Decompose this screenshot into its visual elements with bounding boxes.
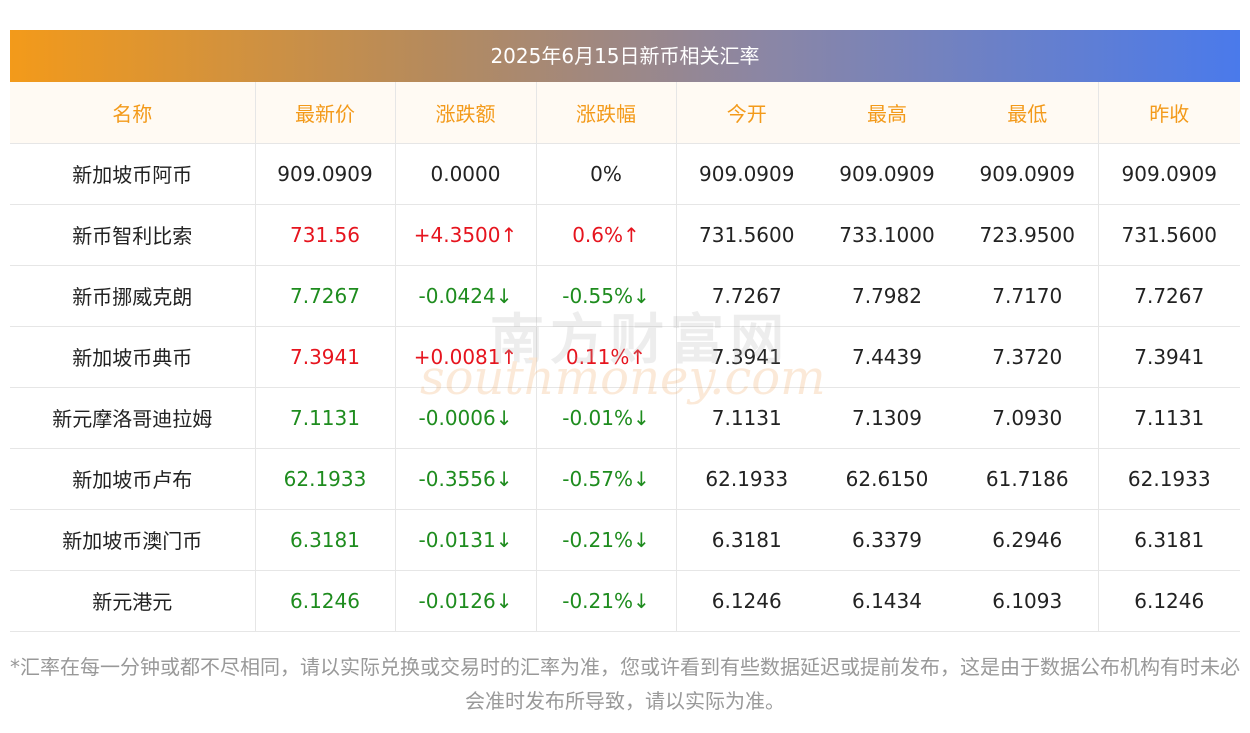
prev-close: 62.1933 — [1098, 448, 1240, 510]
change-percent: 0.6%↑ — [536, 204, 677, 266]
currency-pair-name: 新加坡币澳门币 — [10, 509, 256, 571]
currency-pair-name: 新币智利比索 — [10, 204, 256, 266]
table-row: 新元摩洛哥迪拉姆 7.1131 -0.0006↓ -0.01%↓ 7.1131 7.130… — [10, 387, 1240, 449]
low-price: 909.0909 — [957, 143, 1099, 205]
low-price: 61.7186 — [957, 448, 1099, 510]
header-row: 名称 最新价 涨跌额 涨跌幅 今开 最高 最低 昨收 — [10, 82, 1240, 144]
latest-price: 731.56 — [255, 204, 396, 266]
latest-price: 7.3941 — [255, 326, 396, 388]
high-price: 6.3379 — [817, 509, 957, 571]
change-percent: -0.57%↓ — [536, 448, 677, 510]
column-header-open: 今开 — [676, 82, 817, 144]
latest-price: 7.7267 — [255, 265, 396, 327]
change-amount: -0.3556↓ — [395, 448, 537, 510]
latest-price: 909.0909 — [255, 143, 396, 205]
change-amount: -0.0131↓ — [395, 509, 537, 571]
change-amount: -0.0424↓ — [395, 265, 537, 327]
change-percent: 0% — [536, 143, 677, 205]
column-header-name: 名称 — [10, 82, 256, 144]
prev-close: 731.5600 — [1098, 204, 1240, 266]
latest-price: 6.1246 — [255, 570, 396, 632]
prev-close: 6.3181 — [1098, 509, 1240, 571]
table-title: 2025年6月15日新币相关汇率 — [10, 30, 1240, 82]
latest-price: 7.1131 — [255, 387, 396, 449]
open-price: 731.5600 — [676, 204, 817, 266]
change-amount: +4.3500↑ — [395, 204, 537, 266]
table-body: 新加坡币阿币 909.0909 0.0000 0% 909.0909 909.0909 90… — [10, 143, 1240, 632]
high-price: 6.1434 — [817, 570, 957, 632]
low-price: 7.0930 — [957, 387, 1099, 449]
table-row: 新加坡币澳门币 6.3181 -0.0131↓ -0.21%↓ 6.3181 6.3379… — [10, 509, 1240, 571]
high-price: 7.1309 — [817, 387, 957, 449]
open-price: 6.1246 — [676, 570, 817, 632]
change-amount: -0.0126↓ — [395, 570, 537, 632]
open-price: 7.1131 — [676, 387, 817, 449]
change-percent: -0.55%↓ — [536, 265, 677, 327]
column-header-prev-close: 昨收 — [1098, 82, 1240, 144]
change-amount: 0.0000 — [395, 143, 537, 205]
currency-pair-name: 新币挪威克朗 — [10, 265, 256, 327]
high-price: 62.6150 — [817, 448, 957, 510]
open-price: 6.3181 — [676, 509, 817, 571]
low-price: 723.9500 — [957, 204, 1099, 266]
currency-pair-name: 新加坡币典币 — [10, 326, 256, 388]
change-amount: +0.0081↑ — [395, 326, 537, 388]
table-row: 新加坡币典币 7.3941 +0.0081↑ 0.11%↑ 7.3941 7.4439 7.… — [10, 326, 1240, 388]
disclaimer-note: *汇率在每一分钟或都不尽相同，请以实际兑换或交易时的汇率为准，您或许看到有些数据… — [10, 655, 1240, 713]
latest-price: 6.3181 — [255, 509, 396, 571]
rates-table: 名称 最新价 涨跌额 涨跌幅 今开 最高 最低 昨收 新加坡币阿币 909.090… — [10, 82, 1240, 632]
column-header-high: 最高 — [817, 82, 957, 144]
open-price: 7.3941 — [676, 326, 817, 388]
high-price: 909.0909 — [817, 143, 957, 205]
change-percent: 0.11%↑ — [536, 326, 677, 388]
change-percent: -0.21%↓ — [536, 570, 677, 632]
currency-pair-name: 新加坡币卢布 — [10, 448, 256, 510]
low-price: 6.2946 — [957, 509, 1099, 571]
change-amount: -0.0006↓ — [395, 387, 537, 449]
prev-close: 6.1246 — [1098, 570, 1240, 632]
high-price: 7.4439 — [817, 326, 957, 388]
open-price: 7.7267 — [676, 265, 817, 327]
open-price: 909.0909 — [676, 143, 817, 205]
prev-close: 7.7267 — [1098, 265, 1240, 327]
column-header-latest: 最新价 — [255, 82, 396, 144]
low-price: 7.3720 — [957, 326, 1099, 388]
prev-close: 7.3941 — [1098, 326, 1240, 388]
high-price: 7.7982 — [817, 265, 957, 327]
prev-close: 7.1131 — [1098, 387, 1240, 449]
low-price: 6.1093 — [957, 570, 1099, 632]
table-row: 新币智利比索 731.56 +4.3500↑ 0.6%↑ 731.5600 733.100… — [10, 204, 1240, 266]
change-percent: -0.21%↓ — [536, 509, 677, 571]
prev-close: 909.0909 — [1098, 143, 1240, 205]
rates-panel: 2025年6月15日新币相关汇率 名称 最新价 涨跌额 涨跌幅 今开 最高 最低… — [10, 30, 1240, 632]
table-row: 新币挪威克朗 7.7267 -0.0424↓ -0.55%↓ 7.7267 7.7982 7… — [10, 265, 1240, 327]
table-row: 新加坡币阿币 909.0909 0.0000 0% 909.0909 909.0909 90… — [10, 143, 1240, 205]
column-header-low: 最低 — [957, 82, 1099, 144]
low-price: 7.7170 — [957, 265, 1099, 327]
column-header-change: 涨跌额 — [395, 82, 537, 144]
table-row: 新元港元 6.1246 -0.0126↓ -0.21%↓ 6.1246 6.1434 6.1… — [10, 570, 1240, 632]
currency-pair-name: 新元港元 — [10, 570, 256, 632]
column-header-change-pct: 涨跌幅 — [536, 82, 677, 144]
latest-price: 62.1933 — [255, 448, 396, 510]
currency-pair-name: 新元摩洛哥迪拉姆 — [10, 387, 256, 449]
open-price: 62.1933 — [676, 448, 817, 510]
high-price: 733.1000 — [817, 204, 957, 266]
change-percent: -0.01%↓ — [536, 387, 677, 449]
table-row: 新加坡币卢布 62.1933 -0.3556↓ -0.57%↓ 62.1933 62.61… — [10, 448, 1240, 510]
currency-pair-name: 新加坡币阿币 — [10, 143, 256, 205]
